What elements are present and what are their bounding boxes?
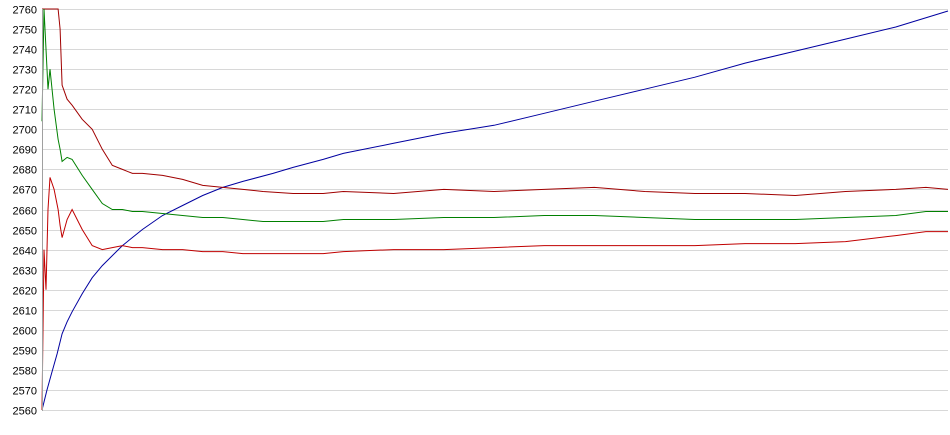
y-tick-label-2570: 2570 bbox=[13, 386, 37, 398]
series-line-1 bbox=[41, 10, 949, 411]
y-tick-label-2630: 2630 bbox=[13, 266, 37, 278]
y-tick-label-2560: 2560 bbox=[13, 406, 37, 418]
y-tick-label-2650: 2650 bbox=[13, 226, 37, 238]
y-tick-label-2670: 2670 bbox=[13, 185, 37, 197]
y-tick-label-2640: 2640 bbox=[13, 246, 37, 258]
series-lines bbox=[41, 8, 949, 411]
y-tick-label-2590: 2590 bbox=[13, 346, 37, 358]
y-tick-label-2620: 2620 bbox=[13, 286, 37, 298]
y-tick-label-2720: 2720 bbox=[13, 85, 37, 97]
y-tick-label-2710: 2710 bbox=[13, 105, 37, 117]
y-tick-label-2700: 2700 bbox=[13, 125, 37, 137]
series-line-2 bbox=[42, 8, 949, 197]
y-tick-label-2730: 2730 bbox=[13, 65, 37, 77]
y-tick-label-2680: 2680 bbox=[13, 165, 37, 177]
y-tick-label-2580: 2580 bbox=[13, 366, 37, 378]
y-tick-label-2690: 2690 bbox=[13, 145, 37, 157]
y-tick-label-2600: 2600 bbox=[13, 326, 37, 338]
grid-lines bbox=[42, 9, 948, 411]
y-tick-label-2610: 2610 bbox=[13, 306, 37, 318]
series-line-3 bbox=[41, 8, 948, 222]
y-tick-labels: 2560 2570 2580 2590 2600 2610 2620 2630 2640 2650… bbox=[13, 5, 37, 418]
y-tick-label-2760: 2760 bbox=[13, 5, 37, 17]
y-tick-label-2750: 2750 bbox=[13, 25, 37, 37]
y-tick-label-2660: 2660 bbox=[13, 206, 37, 218]
series-line-4 bbox=[41, 177, 948, 411]
y-tick-label-2740: 2740 bbox=[13, 45, 37, 57]
